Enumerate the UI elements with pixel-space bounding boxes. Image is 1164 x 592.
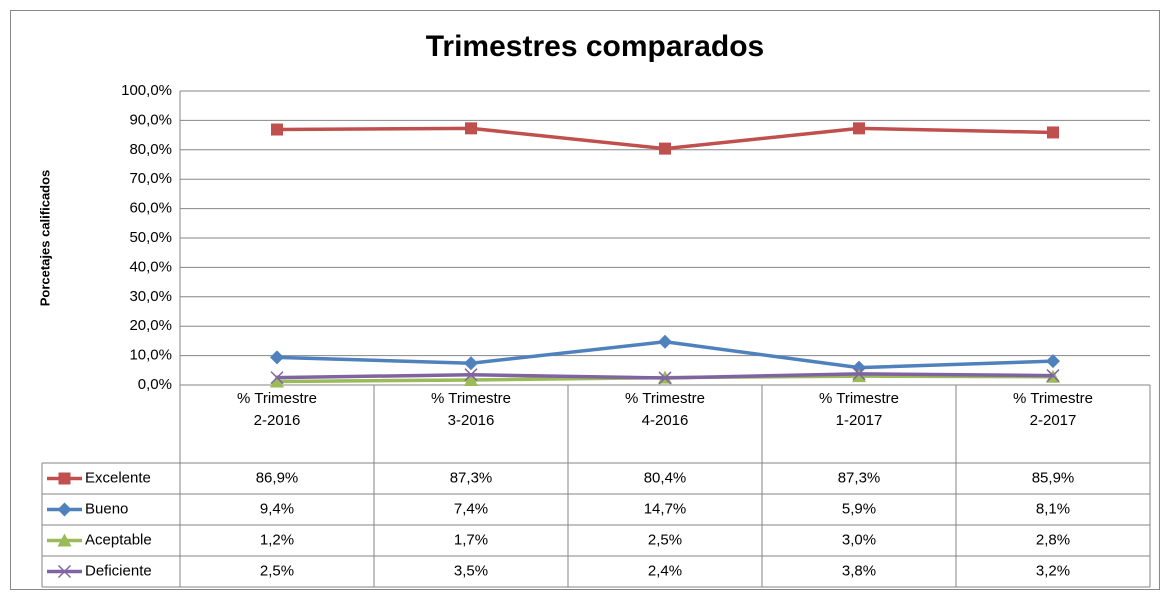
table-value: 87,3% bbox=[838, 469, 881, 486]
marker bbox=[852, 369, 866, 383]
marker bbox=[270, 371, 284, 385]
marker bbox=[57, 502, 72, 517]
marker bbox=[58, 472, 71, 485]
table-value: 80,4% bbox=[644, 469, 687, 486]
table-value: 1,7% bbox=[454, 531, 488, 548]
marker bbox=[464, 373, 478, 387]
marker bbox=[465, 122, 477, 135]
table-value: 1,2% bbox=[260, 531, 294, 548]
y-tick-label: 80,0% bbox=[129, 141, 172, 158]
marker bbox=[659, 142, 671, 155]
table-value: 85,9% bbox=[1032, 469, 1075, 486]
table-value: 3,0% bbox=[842, 531, 876, 548]
marker bbox=[1046, 369, 1060, 383]
legend-label: Bueno bbox=[85, 500, 128, 517]
marker bbox=[852, 367, 866, 381]
table-value: 2,5% bbox=[648, 531, 682, 548]
table-value: 2,5% bbox=[260, 562, 294, 579]
table-value: 5,9% bbox=[842, 500, 876, 517]
y-tick-label: 70,0% bbox=[129, 170, 172, 187]
table-value: 2,8% bbox=[1036, 531, 1070, 548]
marker bbox=[1047, 126, 1059, 139]
category-label: % Trimestre 2-2016 bbox=[236, 390, 317, 429]
y-tick-label: 60,0% bbox=[129, 200, 172, 217]
category-label: % Trimestre 3-2016 bbox=[430, 390, 511, 429]
category-label: % Trimestre 1-2017 bbox=[818, 390, 899, 429]
y-tick-label: 20,0% bbox=[129, 317, 172, 334]
table-value: 3,5% bbox=[454, 562, 488, 579]
marker bbox=[57, 564, 72, 579]
y-tick-label: 50,0% bbox=[129, 229, 172, 246]
table-value: 2,4% bbox=[648, 562, 682, 579]
y-tick-label: 10,0% bbox=[129, 347, 172, 364]
legend-label: Aceptable bbox=[85, 531, 152, 548]
chart-border bbox=[10, 10, 1160, 590]
legend-label: Deficiente bbox=[85, 562, 152, 579]
y-tick-label: 0,0% bbox=[138, 376, 172, 393]
y-tick-label: 40,0% bbox=[129, 258, 172, 275]
table-value: 3,8% bbox=[842, 562, 876, 579]
table-value: 7,4% bbox=[454, 500, 488, 517]
marker bbox=[57, 533, 72, 547]
marker bbox=[853, 122, 865, 135]
y-tick-label: 100,0% bbox=[121, 82, 172, 99]
chart-title: Trimestres comparados bbox=[426, 30, 764, 63]
marker bbox=[1046, 354, 1060, 369]
marker bbox=[658, 371, 672, 385]
legend-label: Excelente bbox=[85, 469, 151, 486]
marker bbox=[464, 368, 478, 382]
table-value: 8,1% bbox=[1036, 500, 1070, 517]
table-value: 87,3% bbox=[450, 469, 493, 486]
marker bbox=[658, 334, 672, 349]
marker bbox=[271, 123, 283, 136]
marker bbox=[270, 374, 284, 388]
table-value: 14,7% bbox=[644, 500, 687, 517]
y-tick-label: 30,0% bbox=[129, 288, 172, 305]
category-label: % Trimestre 4-2016 bbox=[624, 390, 705, 429]
table-value: 9,4% bbox=[260, 500, 294, 517]
y-tick-label: 90,0% bbox=[129, 111, 172, 128]
table-value: 3,2% bbox=[1036, 562, 1070, 579]
table-value: 86,9% bbox=[256, 469, 299, 486]
marker bbox=[464, 356, 478, 371]
y-axis-title: Porcetajes calificados bbox=[37, 170, 52, 307]
category-label: % Trimestre 2-2017 bbox=[1012, 390, 1093, 429]
marker bbox=[270, 350, 284, 365]
